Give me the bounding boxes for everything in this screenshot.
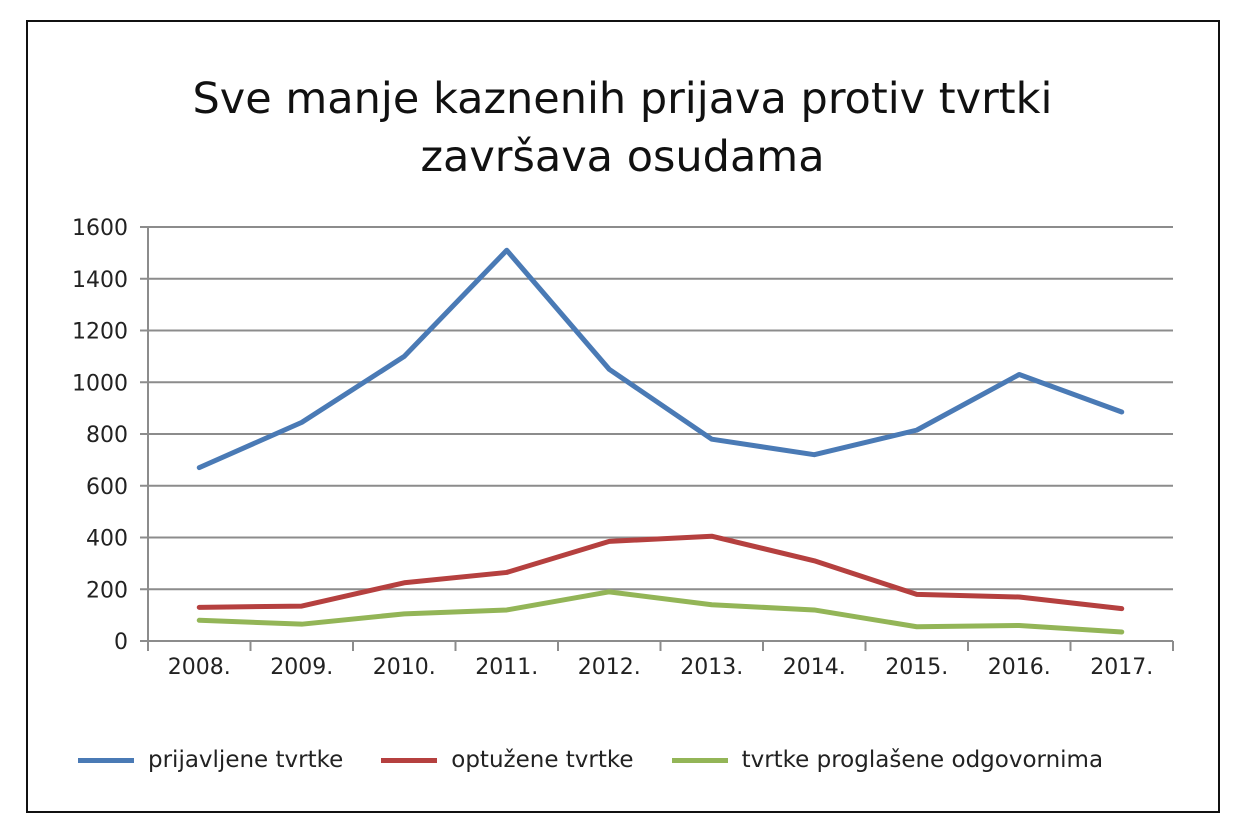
x-tick-label: 2013. — [680, 655, 743, 680]
legend-swatch-icon — [671, 757, 728, 763]
legend-item: prijavljene tvrtke — [78, 747, 343, 773]
x-tick-label: 2017. — [1090, 655, 1153, 680]
legend-label: prijavljene tvrtke — [148, 747, 344, 773]
chart-title-line-2: završava osudama — [420, 132, 825, 182]
x-tick-label: 2010. — [373, 655, 436, 680]
y-tick-label: 200 — [86, 578, 128, 603]
x-tick-label: 2011. — [475, 655, 538, 680]
legend-swatch-icon — [78, 757, 134, 763]
chart-title: Sve manje kaznenih prijava protiv tvrtki… — [0, 70, 1245, 186]
legend-item: optužene tvrtke — [381, 747, 634, 773]
y-tick-label: 1200 — [72, 320, 128, 345]
legend-item: tvrtke proglašene odgovornima — [671, 747, 1104, 773]
y-tick-label: 1000 — [72, 371, 128, 396]
legend-label: tvrtke proglašene odgovornima — [741, 747, 1104, 773]
x-tick-label: 2014. — [783, 655, 846, 680]
chart-frame — [26, 20, 1220, 813]
x-tick-label: 2016. — [988, 655, 1051, 680]
x-tick-label: 2015. — [885, 655, 948, 680]
legend-label: optužene tvrtke — [451, 747, 634, 773]
series-line — [196, 589, 1125, 635]
y-tick-label: 400 — [86, 527, 128, 552]
y-tick-label: 1600 — [72, 216, 128, 241]
x-tick-label: 2009. — [270, 655, 333, 680]
x-tick-label: 2008. — [168, 655, 231, 680]
x-tick-label: 2012. — [578, 655, 641, 680]
y-tick-label: 800 — [86, 423, 128, 448]
series-line — [196, 533, 1125, 612]
y-tick-label: 0 — [114, 630, 128, 655]
chart-title-line-1: Sve manje kaznenih prijava protiv tvrtki — [192, 74, 1053, 124]
y-tick-label: 1400 — [72, 268, 128, 293]
series-line — [196, 247, 1125, 471]
legend-swatch-icon — [381, 757, 438, 763]
chart-legend: prijavljene tvrtke optužene tvrtke tvrtke … — [78, 745, 1141, 775]
y-tick-label: 600 — [86, 475, 128, 500]
